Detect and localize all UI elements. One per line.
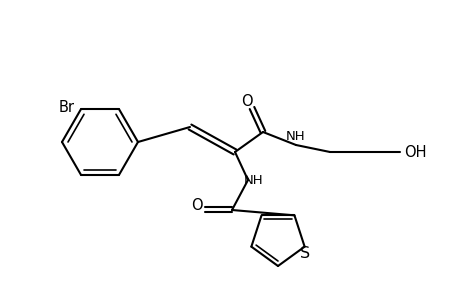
Text: NH: NH — [285, 130, 305, 142]
Text: O: O — [241, 94, 252, 109]
Text: Br: Br — [59, 100, 75, 115]
Text: NH: NH — [244, 173, 263, 187]
Text: OH: OH — [403, 145, 425, 160]
Text: O: O — [191, 199, 202, 214]
Text: S: S — [299, 246, 309, 261]
